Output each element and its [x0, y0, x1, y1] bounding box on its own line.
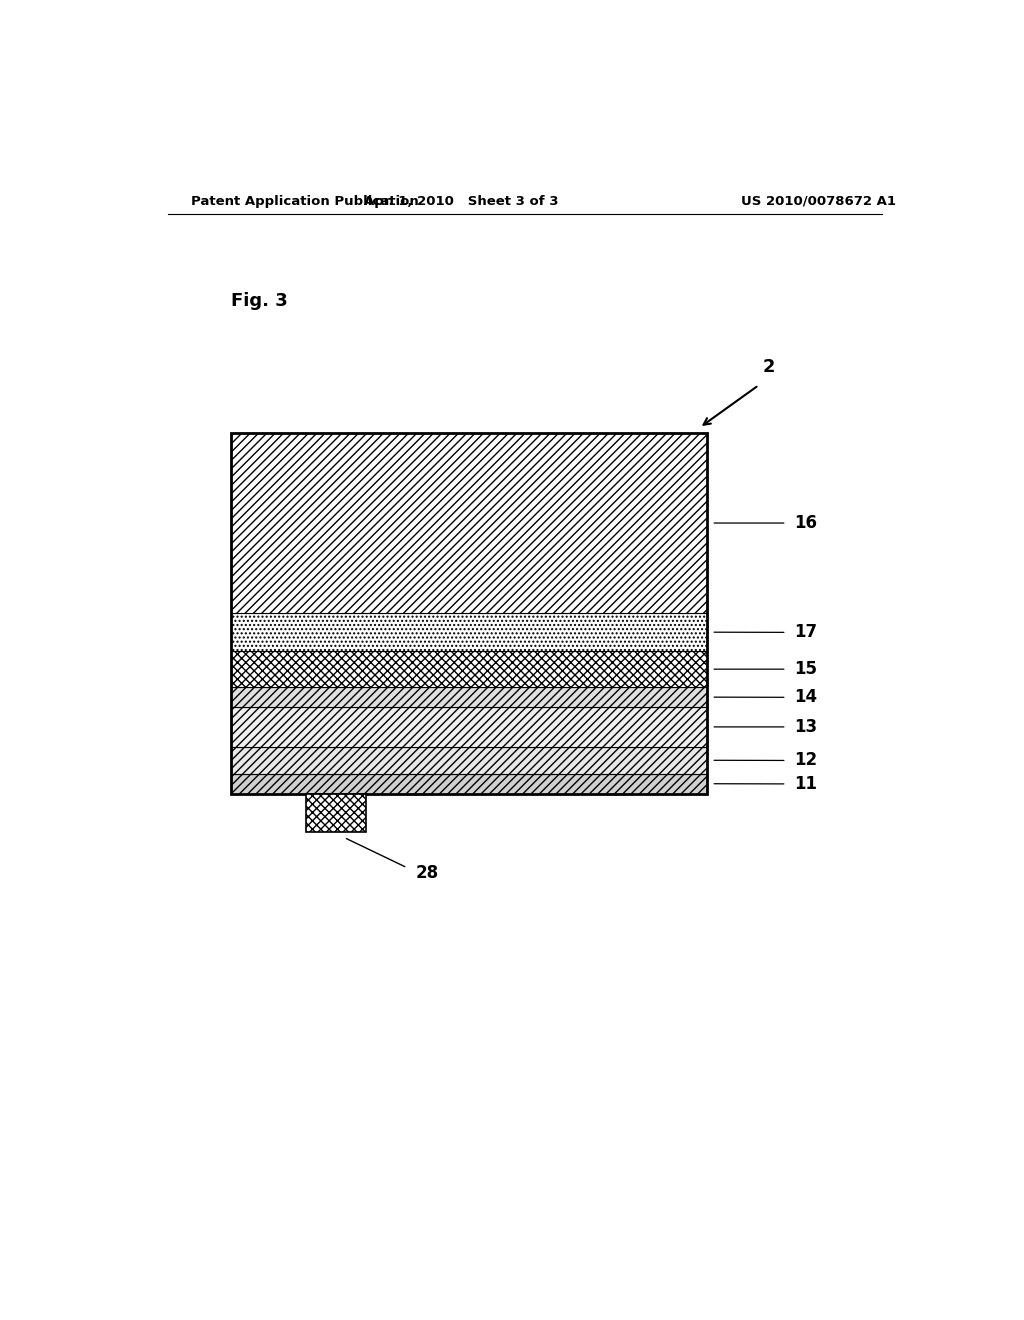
Text: Patent Application Publication: Patent Application Publication: [191, 194, 419, 207]
Text: 17: 17: [795, 623, 818, 642]
Bar: [231, 774, 708, 793]
Text: 28: 28: [416, 863, 438, 882]
Bar: [231, 433, 708, 793]
Bar: [231, 651, 708, 688]
Text: 2: 2: [763, 358, 775, 376]
Text: 14: 14: [795, 688, 818, 706]
Bar: [306, 793, 366, 833]
Text: Apr. 1, 2010   Sheet 3 of 3: Apr. 1, 2010 Sheet 3 of 3: [365, 194, 558, 207]
Text: 16: 16: [795, 513, 817, 532]
Bar: [231, 708, 708, 747]
Text: 15: 15: [795, 660, 817, 678]
Bar: [231, 747, 708, 774]
Bar: [231, 433, 708, 614]
Text: Fig. 3: Fig. 3: [231, 292, 288, 310]
Bar: [231, 614, 708, 651]
Text: 12: 12: [795, 751, 818, 770]
Text: 13: 13: [795, 718, 818, 735]
Text: 11: 11: [795, 775, 817, 793]
Bar: [231, 688, 708, 708]
Text: US 2010/0078672 A1: US 2010/0078672 A1: [741, 194, 896, 207]
